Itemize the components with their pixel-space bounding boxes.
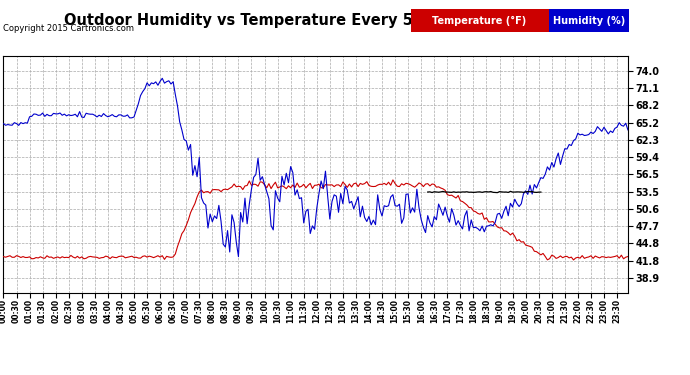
Text: Temperature (°F): Temperature (°F) (433, 16, 526, 26)
Text: Humidity (%): Humidity (%) (553, 16, 625, 26)
Text: Outdoor Humidity vs Temperature Every 5 Minutes 20150428: Outdoor Humidity vs Temperature Every 5 … (64, 13, 571, 28)
Text: Copyright 2015 Cartronics.com: Copyright 2015 Cartronics.com (3, 24, 135, 33)
